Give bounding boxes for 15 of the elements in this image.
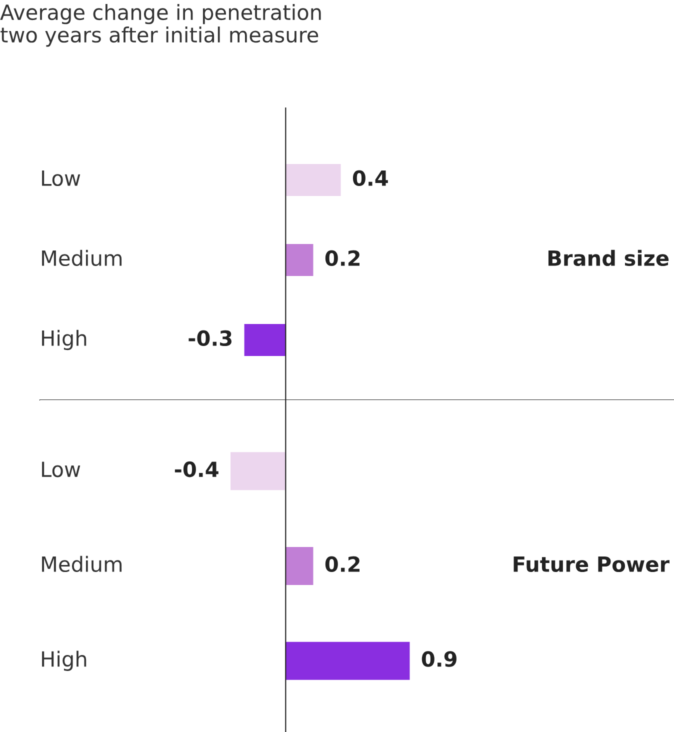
data-label: 0.4	[352, 170, 388, 186]
y-tick-label: High	[42, 330, 86, 350]
y-tick-label: Medium	[42, 250, 122, 266]
chart-title: Average change in penetration two years after initial measure	[0, 4, 321, 47]
data-label: 0.2	[325, 556, 360, 572]
data-label: -0.3	[188, 330, 232, 346]
data-label: -0.4	[174, 461, 218, 478]
text: Future Power	[514, 556, 670, 572]
y-tick-label: High	[42, 650, 86, 671]
data-label: 0.2	[325, 250, 360, 266]
y-tick-label: Medium	[42, 556, 122, 572]
text: Brand size	[548, 250, 669, 266]
y-tick-label: Low	[42, 462, 80, 478]
data-label: 0.9	[422, 651, 456, 667]
y-tick-label: Low	[42, 170, 80, 186]
